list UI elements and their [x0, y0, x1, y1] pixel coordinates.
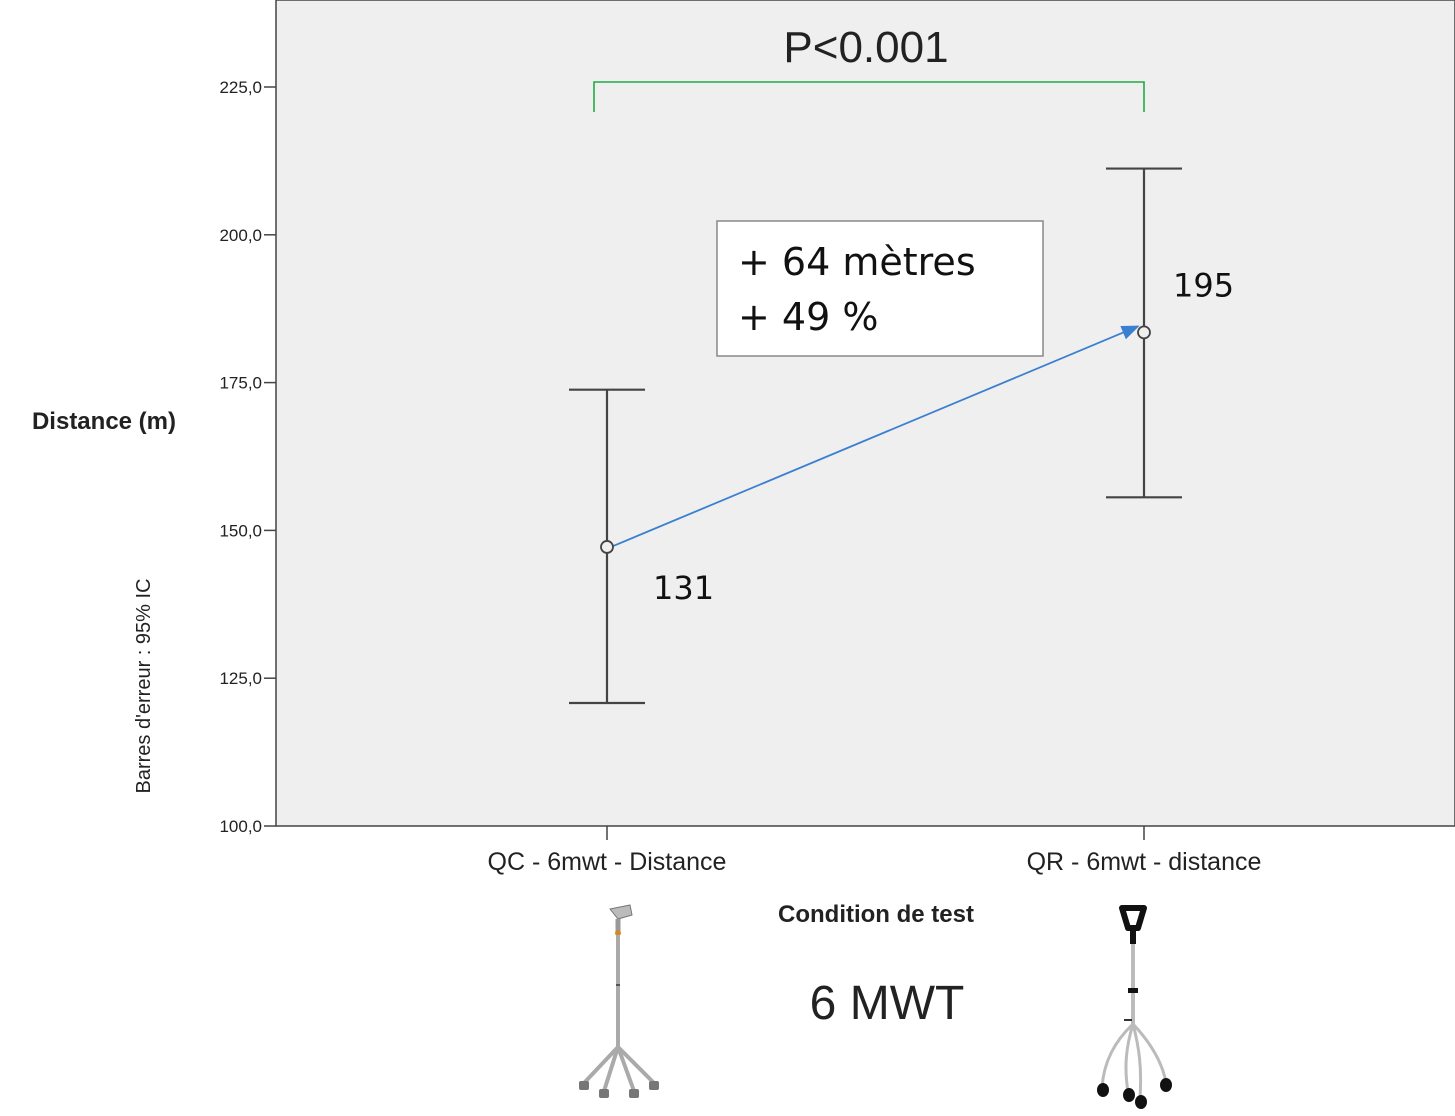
- data-label: 131: [653, 569, 714, 607]
- footer-title: 6 MWT: [810, 977, 965, 1030]
- y-tick-label: 225,0: [219, 78, 262, 97]
- x-axis: QC - 6mwt - Distance QR - 6mwt - distance: [488, 826, 1262, 876]
- means: [600, 325, 1151, 554]
- mean-point: [1137, 325, 1151, 340]
- x-tick-label: QR - 6mwt - distance: [1027, 848, 1262, 876]
- y-tick-label: 175,0: [219, 374, 262, 393]
- quad-cane-icon: [579, 904, 659, 1098]
- y-tick-label: 100,0: [219, 817, 262, 836]
- quad-rollator-cane-icon: [1097, 905, 1172, 1109]
- annotation-box: [716, 220, 1044, 357]
- significance-bracket: [593, 81, 1145, 112]
- plot-area: [275, 0, 1455, 827]
- y-axis: 100,0 125,0 150,0 175,0 200,0 225,0: [219, 78, 276, 836]
- y-tick-label: 200,0: [219, 226, 262, 245]
- mean-point: [600, 540, 614, 554]
- y-tick-label: 125,0: [219, 669, 262, 688]
- annotation-line-1: + 64 mètres: [738, 240, 976, 284]
- x-axis-title: Condition de test: [778, 901, 974, 928]
- data-label: 195: [1173, 266, 1234, 304]
- annotation-line-2: + 49 %: [738, 295, 878, 339]
- significance-label: P<0.001: [783, 23, 948, 72]
- change-arrow: [610, 325, 1140, 548]
- y-axis-title: Distance (m): [32, 408, 176, 435]
- y-tick-label: 150,0: [219, 521, 262, 540]
- y-axis-subtitle: Barres d'erreur : 95% IC: [133, 578, 155, 793]
- x-tick-label: QC - 6mwt - Distance: [488, 848, 727, 876]
